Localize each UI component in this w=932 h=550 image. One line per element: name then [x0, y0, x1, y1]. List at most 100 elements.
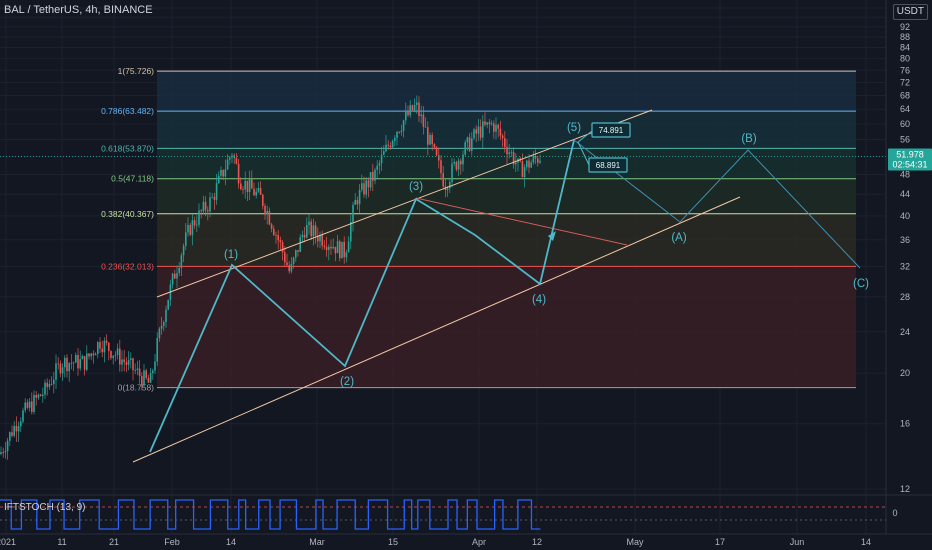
candle-body: [400, 130, 403, 133]
candle-body: [433, 144, 436, 148]
candle-body: [515, 162, 517, 165]
candle-body: [275, 234, 277, 236]
candle-body: [48, 383, 51, 387]
candle-body: [413, 104, 416, 111]
candle-body: [312, 225, 315, 237]
candle-body: [70, 362, 73, 364]
candle-body: [523, 167, 526, 178]
candle-body: [358, 189, 361, 205]
corrective-wave-path[interactable]: [573, 139, 861, 269]
wave-label[interactable]: (2): [340, 376, 354, 388]
fib-band: [157, 111, 856, 149]
wave-label[interactable]: (5): [567, 122, 581, 134]
candle-body: [334, 246, 337, 254]
candle-body: [240, 183, 242, 190]
candle-body: [123, 359, 125, 363]
candle-body: [347, 241, 350, 253]
candle-body: [202, 201, 205, 212]
candle-body: [306, 224, 308, 238]
candle-body: [380, 154, 383, 164]
candle-body: [204, 201, 207, 211]
candle-body: [83, 356, 86, 370]
candle-body: [457, 160, 460, 170]
candle-body: [301, 234, 304, 238]
candle-body: [15, 425, 18, 432]
candle-body: [486, 122, 488, 125]
candle-body: [215, 183, 218, 200]
candle-body: [512, 152, 515, 165]
indicator-axis-tick: 0: [892, 508, 897, 518]
candle-body: [114, 354, 117, 356]
wave-label[interactable]: (3): [409, 181, 423, 193]
candle-body: [464, 142, 466, 155]
candle-body: [191, 220, 194, 235]
candle-body: [244, 180, 246, 190]
time-axis[interactable]: 2021 11 21 Feb 14 Mar 15 Apr 12 May 17 Jun 14: [0, 533, 932, 547]
candle-body: [299, 237, 301, 252]
candle-body: [387, 144, 389, 146]
price-tick-label: 68: [900, 90, 910, 100]
wave-label[interactable]: (A): [671, 232, 687, 244]
candle-body: [493, 123, 495, 132]
candle-body: [72, 362, 75, 364]
candle-body: [462, 154, 464, 165]
candle-body: [325, 246, 328, 250]
wave-label[interactable]: (4): [532, 294, 546, 306]
candle-body: [264, 205, 266, 215]
candle-body: [526, 160, 528, 168]
candles[interactable]: [0, 95, 541, 460]
candle-body: [81, 356, 84, 360]
target-box[interactable]: [591, 122, 631, 138]
candle-body: [453, 161, 455, 164]
candle-body: [442, 173, 444, 187]
fib-retracement[interactable]: 1(75.726) 0.786(63.482) 0.618(53.870) 0.5(4…: [101, 66, 856, 393]
candle-body: [323, 245, 326, 247]
symbol-title[interactable]: BAL / TetherUS, 4h, BINANCE: [4, 4, 153, 16]
candle-body: [90, 353, 92, 357]
wave-label[interactable]: (C): [853, 278, 869, 290]
wave-label[interactable]: (B): [741, 133, 757, 145]
trend-channel[interactable]: [132, 109, 741, 463]
price-tick-label: 28: [900, 292, 910, 302]
indicator-label[interactable]: IFTSTOCH (13, 9): [4, 502, 86, 513]
price-axis[interactable]: 9288848076726864605652484440363228242016…: [885, 0, 932, 550]
candle-body: [86, 353, 88, 370]
price-badge-bg: [888, 148, 932, 171]
candle-body: [385, 144, 387, 152]
target-label: 74.891: [599, 126, 624, 135]
time-tick-label: 14: [226, 537, 236, 547]
candle-body: [59, 363, 62, 374]
channel-upper-line[interactable]: [156, 109, 653, 298]
impulse-wave-path[interactable]: [149, 139, 575, 453]
candle-body: [88, 353, 90, 357]
wave-label[interactable]: (1): [224, 249, 238, 261]
candle-body: [317, 235, 319, 242]
candle-body: [389, 145, 392, 148]
channel-lower-line[interactable]: [132, 196, 741, 463]
candle-body: [143, 370, 145, 386]
candle-body: [180, 255, 183, 268]
fib-level-label: 0.618(53.870): [101, 143, 154, 153]
resistance-line[interactable]: [415, 197, 628, 246]
currency-badge[interactable]: USDT: [892, 4, 928, 20]
candle-body: [495, 124, 497, 132]
price-badge-value: 51.978: [896, 149, 924, 159]
candle-body: [110, 351, 112, 358]
candle-body: [288, 265, 290, 272]
candle-body: [229, 157, 231, 160]
candle-body: [466, 137, 469, 143]
time-tick-label: 11: [57, 537, 66, 547]
candle-body: [440, 160, 442, 174]
candle-body: [94, 353, 97, 356]
elliott-wave[interactable]: (1) (2) (3) (4) (5) (A) (B) (C) 74.891 68.891: [149, 122, 869, 453]
candle-body: [292, 257, 295, 264]
indicator-pane[interactable]: 0: [0, 494, 932, 530]
fib-level-label: 0.382(40.367): [101, 209, 154, 219]
candle-body: [281, 242, 284, 253]
candle-body: [268, 210, 271, 225]
candle-body: [521, 161, 524, 178]
candle-body: [438, 155, 440, 161]
candle-body: [431, 135, 433, 145]
